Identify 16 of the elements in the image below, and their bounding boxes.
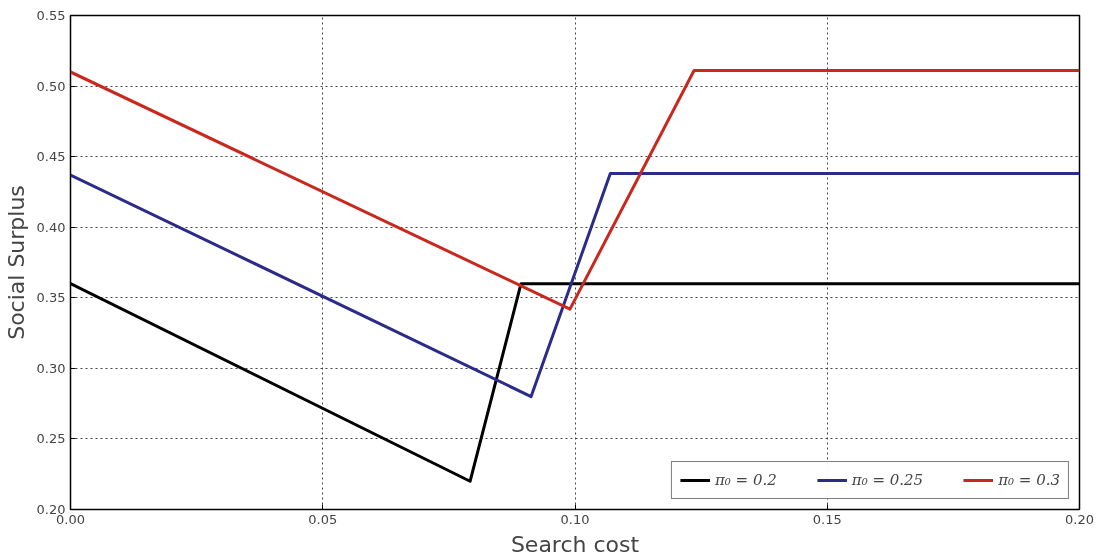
- y-tick-label: 0.25: [36, 431, 66, 447]
- x-tick-label: 0.10: [560, 511, 590, 527]
- y-tick-label: 0.35: [36, 290, 66, 306]
- x-tick-label: 0.05: [308, 511, 338, 527]
- legend-label: π₀ = 0.2: [714, 471, 777, 489]
- legend-label: π₀ = 0.3: [998, 471, 1060, 489]
- x-tick-label: 0.15: [812, 511, 842, 527]
- y-tick-label: 0.40: [36, 219, 66, 235]
- y-tick-label: 0.50: [36, 78, 66, 94]
- y-tick-label: 0.55: [36, 8, 66, 23]
- legend-label: π₀ = 0.25: [851, 471, 924, 489]
- y-axis-title: Social Surplus: [3, 185, 29, 340]
- y-tick-label: 0.30: [36, 360, 66, 376]
- y-tick-label: 0.45: [36, 149, 66, 165]
- x-axis-title: Search cost: [510, 531, 640, 557]
- x-tick-label: 0.20: [1065, 511, 1094, 527]
